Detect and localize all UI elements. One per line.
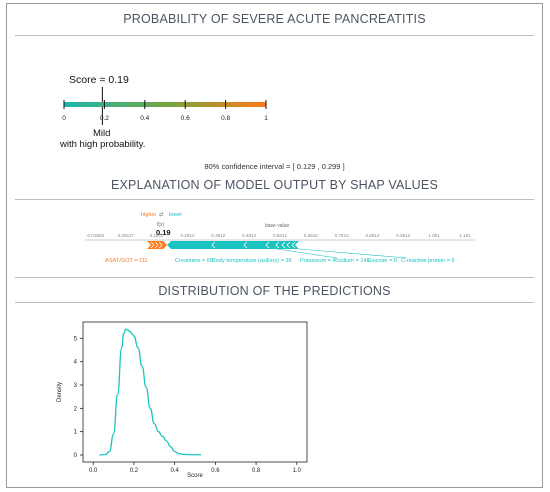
y-axis-label: Density: [57, 382, 63, 402]
y-tick-label: 2: [74, 406, 78, 412]
gauge-ticks: 0 0.2 0.4 0.6 0.8 1: [62, 100, 268, 122]
gauge-tick-label: 0: [62, 115, 66, 122]
shap-negative-feature: Potassium = 4: [300, 258, 336, 264]
legend-higher: higher: [141, 212, 156, 218]
gauge-tick-label: 0.8: [221, 115, 230, 122]
x-tick-label: 1.0: [293, 468, 302, 474]
y-tick-label: 1: [74, 430, 78, 436]
shap-tick-label: 0.8812: [365, 233, 379, 238]
divider: [15, 35, 534, 36]
x-tick-label: 0.8: [252, 468, 261, 474]
shap-positive-feature: ASAT/GOT = 111: [105, 258, 148, 264]
x-axis-label: Score: [187, 473, 203, 479]
category-label: Mild: [93, 128, 110, 139]
x-tick-label: 0.2: [130, 468, 139, 474]
shap-tick-label: 0.2812: [180, 233, 194, 238]
gauge-tick-label: 0.4: [140, 115, 149, 122]
shap-positive-chevrons: [150, 241, 163, 249]
shap-tick-label: 1.081: [428, 233, 440, 238]
shap-tick-label: 0.3812: [211, 233, 225, 238]
base-value-label: base value: [265, 223, 289, 229]
shap-negative-feature: C-reactive protein = 6: [401, 258, 455, 264]
y-tick-label: 4: [74, 360, 78, 366]
shap-negative-bar: [167, 241, 299, 249]
page-title: PROBABILITY OF SEVERE ACUTE PANCREATITIS: [123, 12, 426, 26]
x-axis-ticks: 0.0 0.2 0.4 0.6 0.8 1.0: [89, 462, 302, 474]
shap-negative-chevrons: [211, 241, 296, 249]
divider: [15, 277, 534, 278]
shap-force-plot: higher ⇄ lower f(x) 0.19 base value -0.0…: [85, 211, 475, 264]
shap-axis-ticks: -0.01883 0.08117 0.1812 0.2812 0.3812 0.4812 0…: [86, 233, 471, 238]
gauge-bar: [64, 102, 266, 107]
density-curve: [99, 328, 202, 456]
shap-negative-feature: Body temperature (axillary) = 36: [212, 258, 292, 264]
shap-tick-label: 0.08117: [118, 233, 135, 238]
shap-positive-bar: [147, 241, 167, 249]
x-tick-label: 0.4: [170, 468, 179, 474]
shap-tick-label: 1.181: [459, 233, 471, 238]
shap-negative-feature: Sodium = 141: [335, 258, 370, 264]
distribution-chart: 0 1 2 3 4 5 0.0 0.2 0.4 0.6 0.8 1.0 Score Density: [57, 321, 308, 479]
y-tick-label: 0: [74, 453, 78, 459]
shap-tick-label: 0.5812: [273, 233, 287, 238]
distribution-title: DISTRIBUTION OF THE PREDICTIONS: [158, 284, 391, 298]
gauge-tick-label: 0.2: [100, 115, 109, 122]
gauge-tick-label: 1: [264, 115, 268, 122]
score-label: Score = 0.19: [69, 74, 129, 86]
plot-area: [82, 321, 308, 463]
gauge-tick-label: 0.6: [181, 115, 190, 122]
x-tick-label: 0.0: [89, 468, 98, 474]
shap-output-value: 0.19: [156, 228, 171, 237]
shap-negative-feature: Glucose = 6: [367, 258, 397, 264]
shap-tick-label: -0.01883: [86, 233, 105, 238]
divider: [15, 302, 534, 303]
shap-tick-label: 0.4812: [242, 233, 256, 238]
shap-tick-label: 0.7812: [335, 233, 349, 238]
probability-text: with high probability.: [59, 139, 145, 150]
divider: [15, 199, 534, 200]
legend-fx: f(x): [157, 222, 165, 228]
report-frame: PROBABILITY OF SEVERE ACUTE PANCREATITIS…: [6, 3, 543, 488]
shap-tick-label: 0.9812: [396, 233, 410, 238]
shap-tick-label: 0.1812: [150, 233, 164, 238]
confidence-interval: 80% confidence interval = [ 0.129 , 0.29…: [204, 162, 345, 171]
legend-lower: lower: [169, 212, 182, 218]
shap-title: EXPLANATION OF MODEL OUTPUT BY SHAP VALU…: [110, 178, 438, 192]
probability-gauge: Score = 0.19 0 0.2 0.4 0.6 0.8 1 Mild with hi…: [59, 74, 268, 150]
shap-tick-label: 0.6812: [304, 233, 318, 238]
shap-negative-feature: Creatinine = 65: [175, 258, 213, 264]
y-tick-label: 5: [74, 336, 78, 342]
shap-label-connectors: [276, 248, 408, 259]
legend-arrows: ⇄: [159, 211, 164, 218]
y-axis-ticks: 0 1 2 3 4 5: [74, 336, 83, 459]
x-tick-label: 0.6: [211, 468, 220, 474]
y-tick-label: 3: [74, 383, 78, 389]
